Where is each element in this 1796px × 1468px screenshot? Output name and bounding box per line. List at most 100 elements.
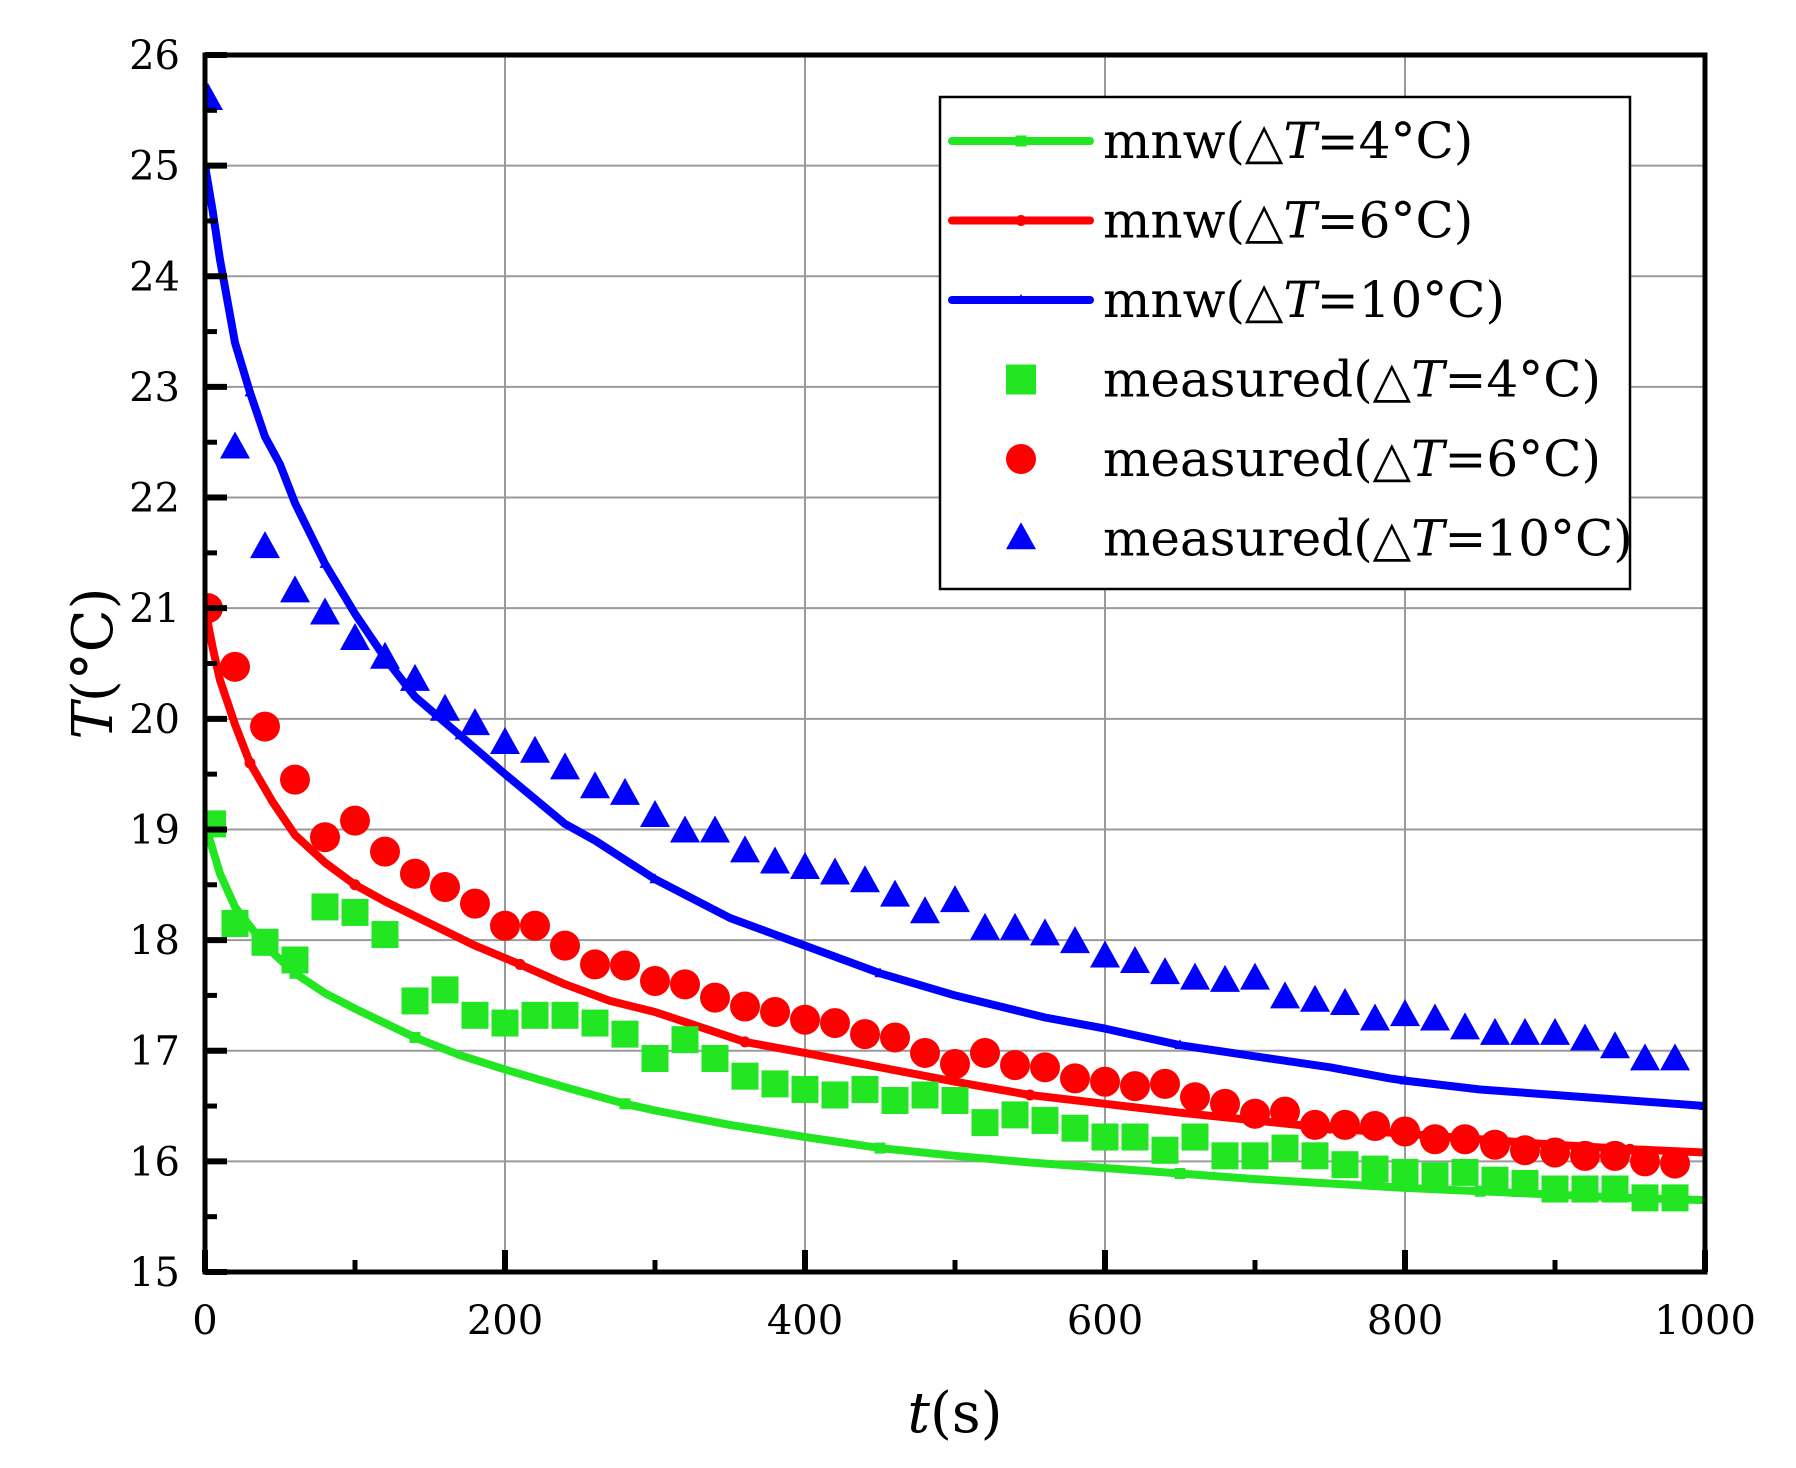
data-point <box>1660 1043 1690 1071</box>
data-point <box>640 966 670 997</box>
data-point <box>940 1049 970 1080</box>
line-point <box>1399 1074 1411 1085</box>
data-point <box>671 1026 699 1054</box>
y-tick-label: 25 <box>129 144 180 190</box>
data-point <box>400 663 430 691</box>
data-point <box>340 622 370 650</box>
data-point <box>1481 1166 1509 1194</box>
legend-label-var: T <box>1283 112 1320 170</box>
data-point <box>1451 1158 1479 1186</box>
legend-entry: measured(△T=10°C) <box>1006 510 1633 568</box>
data-point <box>970 912 1000 940</box>
data-point <box>940 885 970 913</box>
data-point <box>850 865 880 893</box>
data-point <box>1150 1068 1180 1099</box>
y-tick-label: 17 <box>129 1029 180 1075</box>
data-point <box>551 1001 579 1029</box>
data-point <box>1450 1012 1480 1040</box>
data-point <box>1390 999 1420 1027</box>
data-point <box>1631 1184 1659 1212</box>
data-point <box>460 708 490 736</box>
data-point <box>1510 1017 1540 1045</box>
data-point <box>1090 1066 1120 1097</box>
legend-entry: mnw(△T=6°C) <box>948 192 1473 250</box>
series-scatter-5 <box>205 83 1690 1071</box>
y-tick-label: 15 <box>129 1250 180 1296</box>
data-point <box>1121 1123 1149 1151</box>
data-point <box>371 921 399 949</box>
data-point <box>941 1087 969 1115</box>
legend-box <box>938 95 1632 591</box>
legend-line-marker <box>1015 215 1027 226</box>
data-point <box>1330 988 1360 1016</box>
data-point <box>1210 964 1240 992</box>
data-point <box>1090 940 1120 968</box>
data-point <box>700 982 730 1013</box>
data-point <box>340 805 370 836</box>
legend-marker-swatch <box>1006 522 1036 550</box>
line-point <box>514 958 526 970</box>
data-point <box>881 1087 909 1115</box>
data-point <box>1210 1088 1240 1119</box>
data-point <box>1330 1109 1360 1140</box>
legend-label: measured(△T=10°C) <box>1103 510 1633 568</box>
data-point <box>1570 1140 1600 1171</box>
x-tick-label: 800 <box>1367 1298 1443 1344</box>
legend-label-prefix: measured(△ <box>1103 430 1412 488</box>
line-point <box>874 967 886 978</box>
legend-entry: mnw(△T=4°C) <box>948 112 1473 170</box>
legend-label-prefix: mnw(△ <box>1103 192 1284 250</box>
legend-label: measured(△T=6°C) <box>1103 430 1601 488</box>
legend-label-suffix: =4°C) <box>1445 351 1601 409</box>
data-point <box>1270 1096 1300 1127</box>
line-point <box>739 1036 751 1048</box>
data-point <box>430 871 460 902</box>
data-point <box>910 896 940 924</box>
data-point <box>581 1009 609 1037</box>
data-point <box>1120 946 1150 974</box>
data-point <box>431 976 459 1004</box>
data-point <box>1241 1142 1269 1170</box>
data-point <box>1540 1137 1570 1168</box>
data-point <box>970 1037 1000 1068</box>
line-point <box>874 1142 886 1154</box>
data-point <box>1540 1017 1570 1045</box>
data-point <box>520 910 550 941</box>
data-point <box>850 1019 880 1050</box>
data-point <box>370 836 400 867</box>
y-axis-title: T(°C) <box>61 588 126 740</box>
y-tick-label: 22 <box>129 476 180 522</box>
data-point <box>1030 918 1060 946</box>
x-axis-title: t(s) <box>908 1381 1003 1446</box>
data-point <box>640 799 670 827</box>
data-point <box>1180 1082 1210 1113</box>
line-point <box>1174 1039 1186 1050</box>
data-point <box>250 711 280 742</box>
data-point <box>820 1008 850 1039</box>
data-point <box>220 651 250 682</box>
y-tick-label: 24 <box>129 254 180 300</box>
x-tick-label: 200 <box>467 1298 543 1344</box>
data-point <box>1630 1146 1660 1177</box>
data-point <box>1240 1098 1270 1129</box>
data-point <box>1420 1124 1450 1155</box>
data-point <box>731 1062 759 1090</box>
data-point <box>430 693 460 721</box>
data-point <box>1331 1151 1359 1179</box>
data-point <box>311 893 339 921</box>
data-point <box>971 1109 999 1137</box>
data-point <box>1600 1140 1630 1171</box>
axis-tick-labels: 0 200 400 600 800 1000 15 16 17 18 19 20 21 22 23 24 25 2… <box>129 33 1756 1344</box>
data-point <box>1211 1142 1239 1170</box>
data-point <box>220 431 250 459</box>
data-point <box>490 726 520 754</box>
data-point <box>310 822 340 853</box>
data-point <box>251 928 279 956</box>
x-tick-label: 400 <box>767 1298 843 1344</box>
legend-label-var: T <box>1411 430 1448 488</box>
legend-label-prefix: measured(△ <box>1103 510 1412 568</box>
data-point <box>610 950 640 981</box>
data-point <box>1120 1071 1150 1102</box>
legend-line-marker <box>1015 294 1027 304</box>
data-point <box>670 815 700 843</box>
